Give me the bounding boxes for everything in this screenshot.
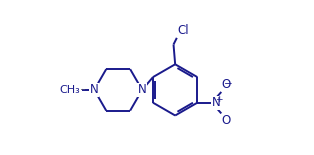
Text: O: O <box>222 78 231 91</box>
Text: CH₃: CH₃ <box>59 85 80 95</box>
Text: +: + <box>215 95 222 104</box>
Text: O: O <box>222 114 231 127</box>
Text: N: N <box>138 83 147 96</box>
Text: methyl: methyl <box>80 89 85 90</box>
Text: N: N <box>212 96 221 109</box>
Text: N: N <box>90 83 99 96</box>
Text: methyl: methyl <box>81 89 86 90</box>
Text: Cl: Cl <box>178 24 189 37</box>
Text: −: − <box>224 79 233 89</box>
